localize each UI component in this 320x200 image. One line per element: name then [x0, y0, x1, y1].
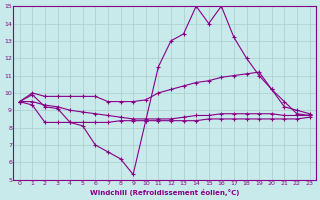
X-axis label: Windchill (Refroidissement éolien,°C): Windchill (Refroidissement éolien,°C): [90, 189, 239, 196]
